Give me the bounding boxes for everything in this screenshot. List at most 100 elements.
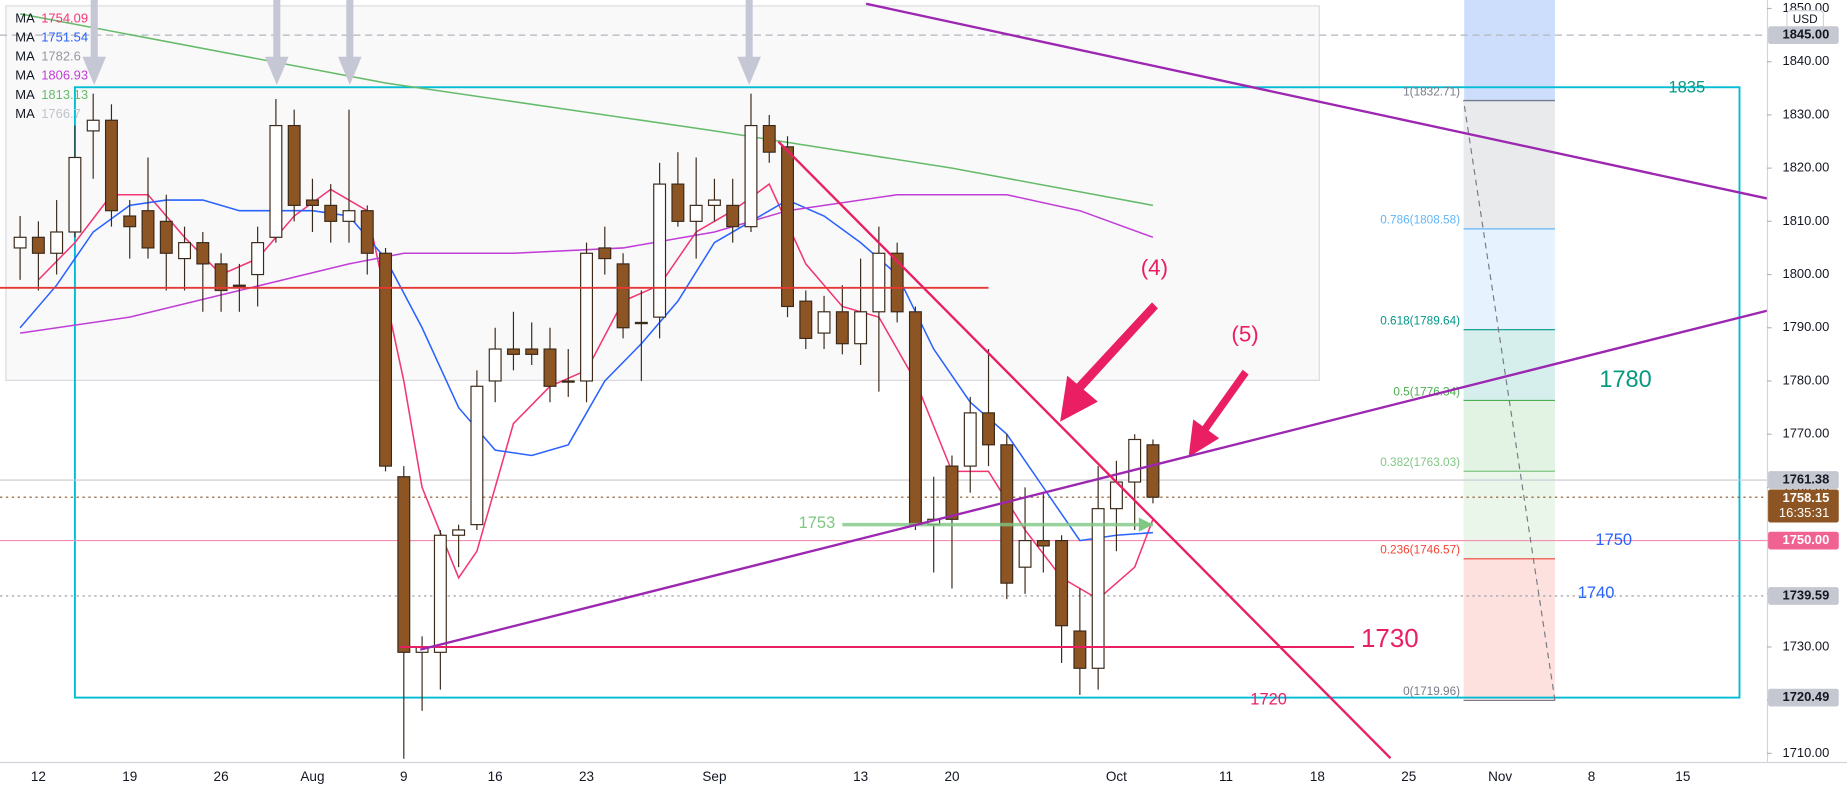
price-axis-bg xyxy=(1766,0,1847,795)
price-badge xyxy=(1768,471,1839,489)
plot-layer xyxy=(13,13,1160,759)
line-label: 1753 xyxy=(799,514,836,532)
y-tick-label: 1730.00 xyxy=(1783,638,1830,653)
y-tick-label: 1800.00 xyxy=(1783,266,1830,281)
candle-body xyxy=(452,529,466,536)
candle-body xyxy=(872,252,886,313)
price-badge-label: 1739.59 xyxy=(1783,587,1830,602)
candle-body xyxy=(342,210,356,222)
fib-zone xyxy=(1463,329,1555,401)
candle-body xyxy=(707,199,721,206)
candle-body xyxy=(598,247,612,260)
x-tick-label: 26 xyxy=(214,769,229,784)
time-axis-bg xyxy=(0,761,1847,795)
x-tick-label: 23 xyxy=(579,769,594,784)
marker-arrow-head xyxy=(82,56,107,86)
candle-body xyxy=(287,124,301,206)
price-badge-label: 1750.00 xyxy=(1783,532,1830,547)
price-badge xyxy=(1768,587,1839,605)
candle-body xyxy=(634,321,648,325)
candle-body xyxy=(1018,539,1032,568)
legend-value: 1751.54 xyxy=(41,29,88,44)
ma-line xyxy=(19,13,1154,207)
candle-body xyxy=(159,220,173,254)
level-label: 1740 xyxy=(1578,584,1615,602)
candle-body xyxy=(470,385,484,526)
x-tick-label: 19 xyxy=(122,769,137,784)
x-tick-label: Aug xyxy=(300,769,324,784)
price-badge-label: 1845.00 xyxy=(1783,27,1830,42)
y-tick-label: 1790.00 xyxy=(1783,319,1830,334)
wave-arrows xyxy=(1060,302,1249,458)
price-badge xyxy=(1768,688,1839,707)
x-tick-label: Oct xyxy=(1106,769,1127,784)
candle-body xyxy=(1055,539,1069,627)
fib-label: 0.618(1789.64) xyxy=(1380,315,1460,328)
line-label: 1730 xyxy=(1361,625,1419,653)
level-label: 1835 xyxy=(1668,79,1705,97)
fib-label: 0(1719.96) xyxy=(1403,685,1460,698)
candle-body xyxy=(854,311,868,345)
fib-label: 0.786(1808.58) xyxy=(1380,214,1460,227)
drawing-layer: (4) (5) 1(1832.71) 0.786(1808.58) 0.618(17… xyxy=(0,0,1768,760)
fib-zone xyxy=(1463,100,1555,229)
candle-body xyxy=(13,236,27,249)
legend-name: MA xyxy=(15,68,35,83)
x-tick-label: 20 xyxy=(944,769,959,784)
x-tick-label: Nov xyxy=(1488,769,1512,784)
candle-body xyxy=(726,204,740,228)
x-tick-label: Sep xyxy=(702,769,726,784)
fib-zone xyxy=(1463,471,1555,559)
fib-zone xyxy=(1463,400,1555,472)
wave-arrow-shaft xyxy=(1074,302,1158,393)
y-tick-label: 1840.00 xyxy=(1783,53,1830,68)
candle-body xyxy=(178,242,192,260)
candle-body xyxy=(671,183,685,222)
candle-body xyxy=(561,380,575,383)
fib-zone xyxy=(1463,228,1555,330)
candle-body xyxy=(31,236,45,254)
y-tick-label: 1780.00 xyxy=(1783,372,1830,387)
candle-body xyxy=(50,231,64,254)
level-label: 1780 xyxy=(1599,366,1651,392)
legend-value: 1782.6 xyxy=(41,49,81,64)
trendline xyxy=(865,2,1768,200)
candle-body xyxy=(982,412,995,446)
marker-arrow-head xyxy=(338,56,362,86)
candle-body xyxy=(1073,630,1087,669)
candle-body xyxy=(433,534,447,653)
wave-label: (5) xyxy=(1231,321,1258,346)
candle-body xyxy=(123,215,137,228)
marker-arrows xyxy=(82,0,761,86)
legend-name: MA xyxy=(15,106,35,121)
marker-arrow-head xyxy=(737,56,761,86)
candle-body xyxy=(141,210,155,249)
candle-body xyxy=(1146,444,1160,498)
candle-body xyxy=(689,204,703,222)
x-tick-label: 12 xyxy=(31,769,46,784)
candle-body xyxy=(360,210,374,254)
candle-body xyxy=(232,284,246,287)
fib-label: 0.382(1763.03) xyxy=(1380,456,1460,469)
x-tick-label: 15 xyxy=(1675,769,1690,784)
candle-body xyxy=(781,146,795,308)
fib-trend xyxy=(1463,100,1556,701)
y-tick-label: 1770.00 xyxy=(1783,426,1830,441)
candle-body xyxy=(104,119,118,212)
candle-body xyxy=(488,348,502,382)
legend-value: 1754.09 xyxy=(41,10,88,25)
fib-label: 0.236(1746.57) xyxy=(1380,544,1460,557)
wave-arrow-head xyxy=(1060,375,1098,422)
candle-body xyxy=(908,311,922,526)
candle-body xyxy=(506,348,520,355)
arrow-head xyxy=(1138,517,1153,532)
level-label: 1750 xyxy=(1595,531,1632,549)
candle-body xyxy=(1091,508,1105,669)
marker-arrow xyxy=(346,0,354,60)
fib-label: 0.5(1776.34) xyxy=(1393,385,1460,398)
legend-value: 1766.7 xyxy=(41,106,81,121)
candle-body xyxy=(1000,444,1014,584)
price-badge-label: 1758.15 xyxy=(1783,490,1830,505)
range-box xyxy=(73,86,1741,699)
